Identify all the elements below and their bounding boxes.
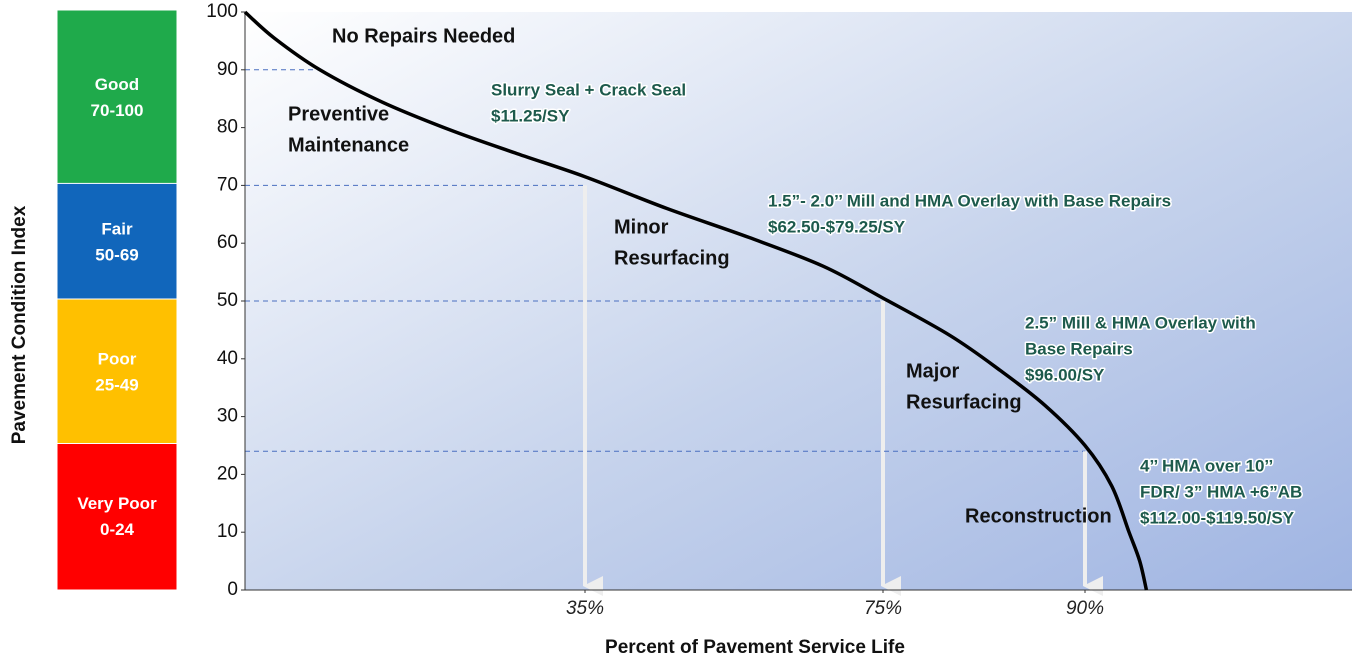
y-tick-label: 10 — [217, 521, 238, 542]
treatment-label: $112.00-$119.50/SY — [1140, 508, 1295, 527]
x-tick-label: 75% — [864, 598, 902, 619]
treatment-label: $96.00/SY — [1025, 365, 1105, 384]
stage-label: Reconstruction — [965, 505, 1112, 527]
stage-label: Preventive — [288, 103, 389, 125]
condition-band — [56, 182, 178, 302]
treatment-label: FDR/ 3” HMA +6”AB — [1140, 482, 1302, 501]
y-tick-label: 0 — [227, 579, 238, 600]
treatment-label: $11.25/SY — [491, 106, 570, 125]
band-name: Very Poor — [77, 494, 157, 513]
x-tick-label: 90% — [1066, 598, 1104, 619]
y-tick-label: 100 — [206, 1, 238, 22]
stage-label: Resurfacing — [614, 247, 730, 269]
band-range: 0-24 — [100, 520, 135, 539]
treatment-label: 1.5”- 2.0’’ Mill and HMA Overlay with Ba… — [768, 191, 1171, 210]
stage-label: Minor — [614, 216, 669, 238]
y-tick-label: 90 — [217, 59, 238, 80]
y-tick-label: 60 — [217, 232, 238, 253]
band-name: Good — [95, 75, 139, 94]
y-tick-label: 80 — [217, 117, 238, 138]
y-tick-label: 30 — [217, 406, 238, 427]
treatment-label: Base Repairs — [1025, 339, 1133, 358]
treatment-label: $62.50-$79.25/SY — [768, 217, 906, 236]
y-tick-label: 40 — [217, 348, 238, 369]
condition-band — [56, 9, 178, 186]
y-tick-label: 50 — [217, 290, 238, 311]
condition-curve — [243, 10, 1149, 591]
band-range: 50-69 — [95, 246, 138, 265]
x-axis-title: Percent of Pavement Service Life — [605, 637, 905, 658]
condition-band — [56, 443, 178, 591]
stage-label: Resurfacing — [906, 391, 1022, 413]
band-name: Fair — [101, 220, 133, 239]
band-name: Poor — [98, 350, 137, 369]
band-range: 25-49 — [95, 376, 138, 395]
stage-label: No Repairs Needed — [332, 25, 515, 47]
y-tick-label: 70 — [217, 174, 238, 195]
x-tick-label: 35% — [566, 598, 604, 619]
y-axis-title: Pavement Condition Index — [9, 205, 30, 444]
stage-label: Major — [906, 360, 960, 382]
treatment-label: 2.5” Mill & HMA Overlay with — [1025, 313, 1256, 332]
stage-label: Maintenance — [288, 134, 409, 156]
band-range: 70-100 — [91, 101, 144, 120]
treatment-label: Slurry Seal + Crack Seal — [491, 80, 686, 99]
treatment-label: 4’’ HMA over 10’’ — [1140, 456, 1273, 475]
y-tick-label: 20 — [217, 463, 238, 484]
condition-band — [56, 298, 178, 446]
